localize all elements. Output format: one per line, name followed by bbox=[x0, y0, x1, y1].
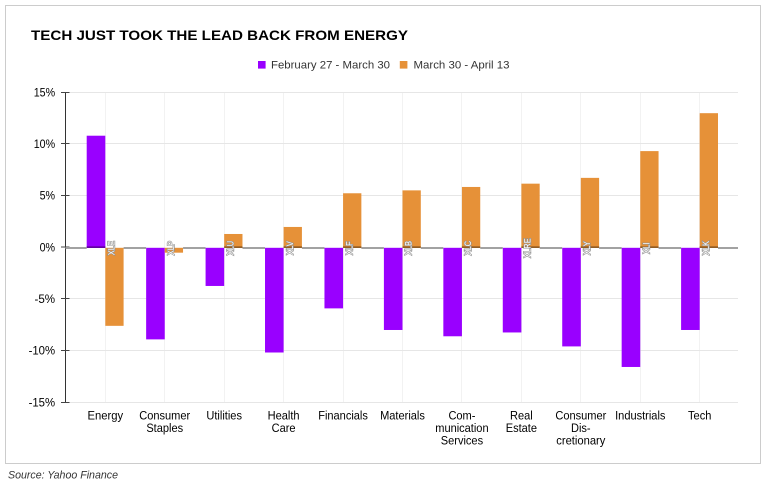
svg-text:Materials: Materials bbox=[380, 408, 425, 422]
svg-text:XLK: XLK bbox=[701, 240, 711, 255]
svg-text:Industrials: Industrials bbox=[615, 408, 665, 422]
svg-text:February 27 - March 30: February 27 - March 30 bbox=[271, 60, 390, 72]
svg-text:cretionary: cretionary bbox=[556, 434, 606, 448]
svg-text:XLU: XLU bbox=[225, 241, 235, 256]
svg-text:0%: 0% bbox=[40, 240, 56, 254]
svg-text:Utilities: Utilities bbox=[206, 408, 242, 422]
svg-text:10%: 10% bbox=[34, 137, 56, 151]
svg-text:-15%: -15% bbox=[29, 395, 56, 409]
svg-text:Health: Health bbox=[268, 408, 300, 422]
svg-text:-5%: -5% bbox=[35, 292, 56, 306]
svg-text:XLY: XLY bbox=[582, 241, 592, 255]
svg-text:Real: Real bbox=[510, 408, 533, 422]
svg-text:Tech: Tech bbox=[688, 408, 711, 422]
svg-text:Financials: Financials bbox=[318, 408, 368, 422]
svg-text:Energy: Energy bbox=[88, 408, 124, 422]
svg-text:Staples: Staples bbox=[146, 421, 183, 435]
svg-text:Consumer: Consumer bbox=[555, 408, 606, 422]
svg-text:Estate: Estate bbox=[506, 421, 537, 435]
svg-text:XLRE: XLRE bbox=[523, 238, 533, 258]
svg-text:Consumer: Consumer bbox=[139, 408, 190, 422]
svg-text:Dis-: Dis- bbox=[571, 421, 591, 435]
svg-text:XLC: XLC bbox=[463, 241, 473, 256]
svg-text:XLV: XLV bbox=[285, 240, 295, 255]
svg-text:XLB: XLB bbox=[404, 241, 414, 255]
svg-text:5%: 5% bbox=[40, 189, 56, 203]
svg-text:Care: Care bbox=[272, 421, 296, 435]
svg-text:XLP: XLP bbox=[166, 241, 176, 255]
svg-text:Source: Yahoo Finance: Source: Yahoo Finance bbox=[8, 470, 118, 482]
svg-text:TECH JUST TOOK THE LEAD BACK F: TECH JUST TOOK THE LEAD BACK FROM ENERGY bbox=[31, 27, 409, 43]
svg-text:-10%: -10% bbox=[29, 344, 56, 358]
svg-text:XLI: XLI bbox=[641, 243, 651, 254]
svg-text:Services: Services bbox=[441, 434, 483, 448]
svg-text:Com-: Com- bbox=[448, 408, 475, 422]
svg-text:XLE: XLE bbox=[107, 241, 117, 255]
svg-text:XLF: XLF bbox=[344, 241, 354, 255]
svg-text:15%: 15% bbox=[34, 85, 56, 99]
svg-text:munication: munication bbox=[435, 421, 488, 435]
svg-text:March 30 - April 13: March 30 - April 13 bbox=[414, 60, 510, 72]
